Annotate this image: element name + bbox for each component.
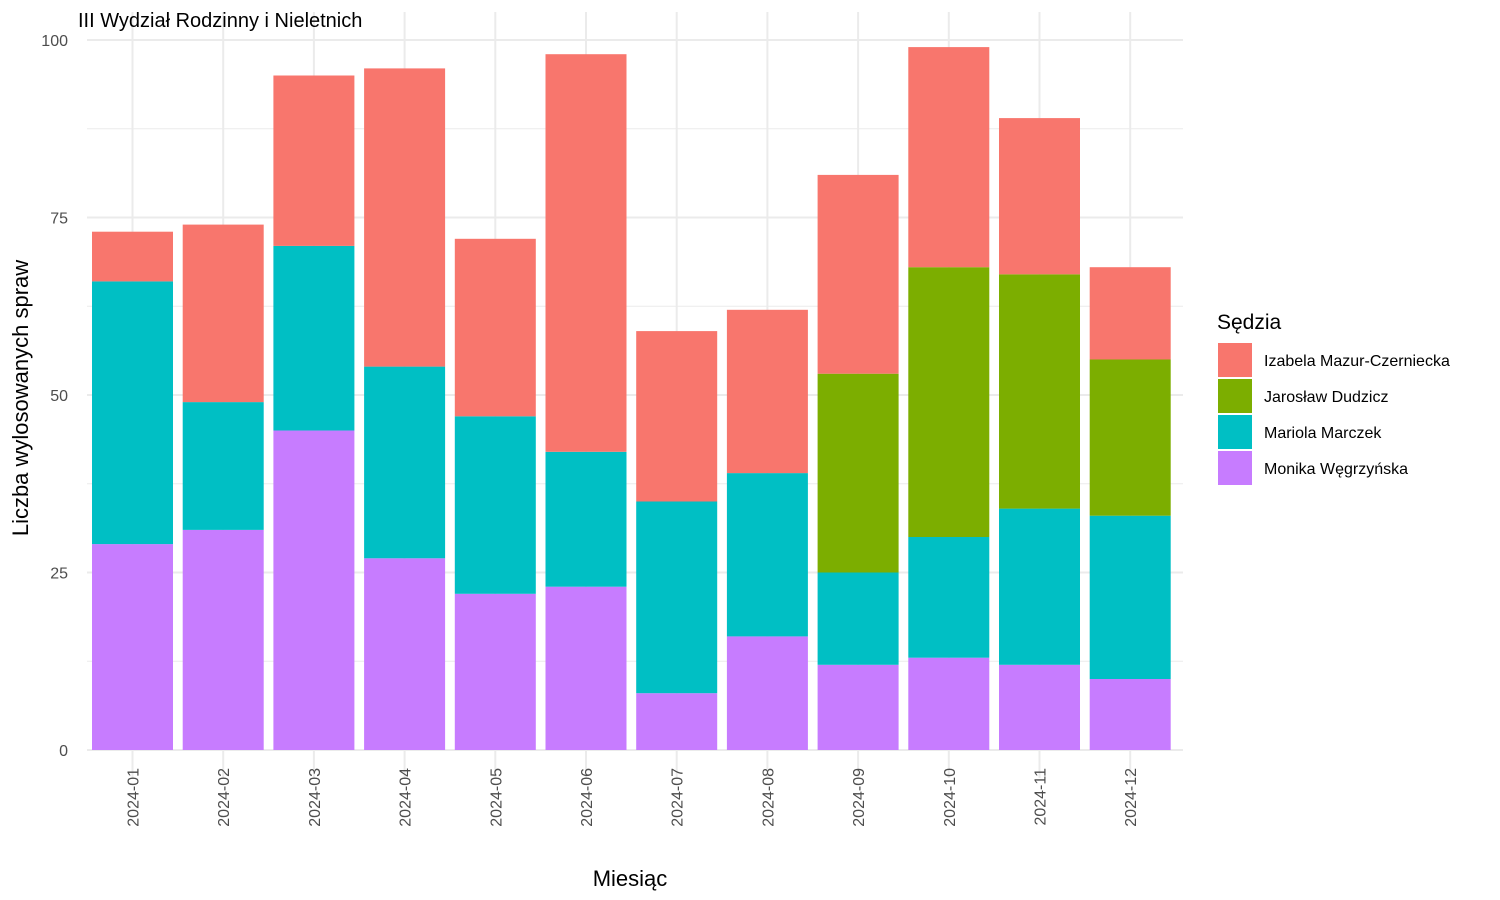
x-tick-label: 2024-08 (760, 768, 777, 827)
x-tick-label: 2024-12 (1123, 768, 1140, 827)
y-tick-label: 0 (59, 743, 68, 760)
bar-segment (999, 118, 1080, 275)
bar-segment (364, 558, 446, 750)
legend-title: Sędzia (1217, 311, 1282, 334)
bar-segment (273, 430, 355, 750)
x-axis-title: Miesiąc (593, 866, 668, 891)
x-axis: 2024-01 2024-02 2024-03 2024-04 2024-05 2024-… (126, 768, 1141, 827)
bar-segment (545, 54, 627, 452)
x-tick-label: 2024-07 (670, 768, 687, 827)
bar-segment (1089, 515, 1171, 679)
bar-segment (1089, 679, 1171, 750)
bar-segment (1089, 359, 1171, 516)
bar-segment (817, 174, 899, 374)
bar-segment (999, 274, 1080, 509)
x-tick-label: 2024-06 (579, 768, 596, 827)
bar-segment (454, 416, 536, 594)
bar-segment (636, 693, 718, 750)
legend: Sędzia Izabela Mazur-Czerniecka Jarosław … (1217, 311, 1450, 485)
chart-title: III Wydział Rodzinny i Nieletnich (78, 10, 362, 32)
y-tick-label: 25 (50, 566, 68, 583)
bar-segment (636, 331, 718, 502)
legend-label: Jarosław Dudzicz (1264, 389, 1388, 406)
bar-segment (726, 309, 808, 474)
x-tick-label: 2024-01 (126, 768, 143, 827)
bar-segment (364, 68, 446, 367)
bar-segment (545, 586, 627, 750)
bar-segment (92, 281, 173, 545)
y-axis-title: Liczba wylosowanych spraw (8, 260, 33, 536)
bar-segment (545, 451, 627, 587)
bar-segment (1089, 267, 1171, 360)
bar-segment (908, 537, 990, 658)
x-tick-label: 2024-10 (942, 768, 959, 827)
legend-swatch (1218, 415, 1252, 449)
legend-swatch (1218, 379, 1252, 413)
bar-segment (92, 544, 173, 750)
bar-segment (999, 508, 1080, 665)
bar-segment (636, 501, 718, 694)
bar-segment (817, 664, 899, 750)
legend-swatch (1218, 451, 1252, 485)
bar-segment (817, 373, 899, 573)
x-tick-label: 2024-04 (398, 768, 415, 827)
bar-segment (182, 402, 264, 530)
bar-segment (92, 231, 173, 282)
legend-label: Mariola Marczek (1264, 425, 1382, 442)
bar-segment (726, 636, 808, 750)
bar-segment (364, 366, 446, 559)
bars (92, 47, 1171, 750)
bar-segment (908, 657, 990, 750)
x-tick-label: 2024-02 (216, 768, 233, 827)
x-tick-label: 2024-05 (488, 768, 505, 827)
bar-segment (182, 224, 264, 403)
bar-segment (454, 593, 536, 750)
bar-segment (273, 75, 355, 246)
bar-segment (726, 473, 808, 637)
x-tick-label: 2024-09 (851, 768, 868, 827)
y-tick-label: 75 (50, 211, 68, 228)
y-axis: 0 25 50 75 100 (41, 33, 68, 760)
bar-segment (273, 245, 355, 431)
legend-label: Izabela Mazur-Czerniecka (1264, 353, 1450, 370)
x-tick-label: 2024-11 (1033, 768, 1050, 826)
bar-segment (999, 664, 1080, 750)
y-tick-label: 100 (41, 33, 68, 50)
bar-segment (454, 238, 536, 417)
legend-swatch (1218, 343, 1252, 377)
y-tick-label: 50 (50, 388, 68, 405)
bar-segment (908, 47, 990, 268)
x-tick-label: 2024-03 (307, 768, 324, 827)
bar-segment (817, 572, 899, 665)
bar-segment (182, 529, 264, 750)
legend-label: Monika Węgrzyńska (1264, 461, 1408, 478)
bar-segment (908, 267, 990, 537)
